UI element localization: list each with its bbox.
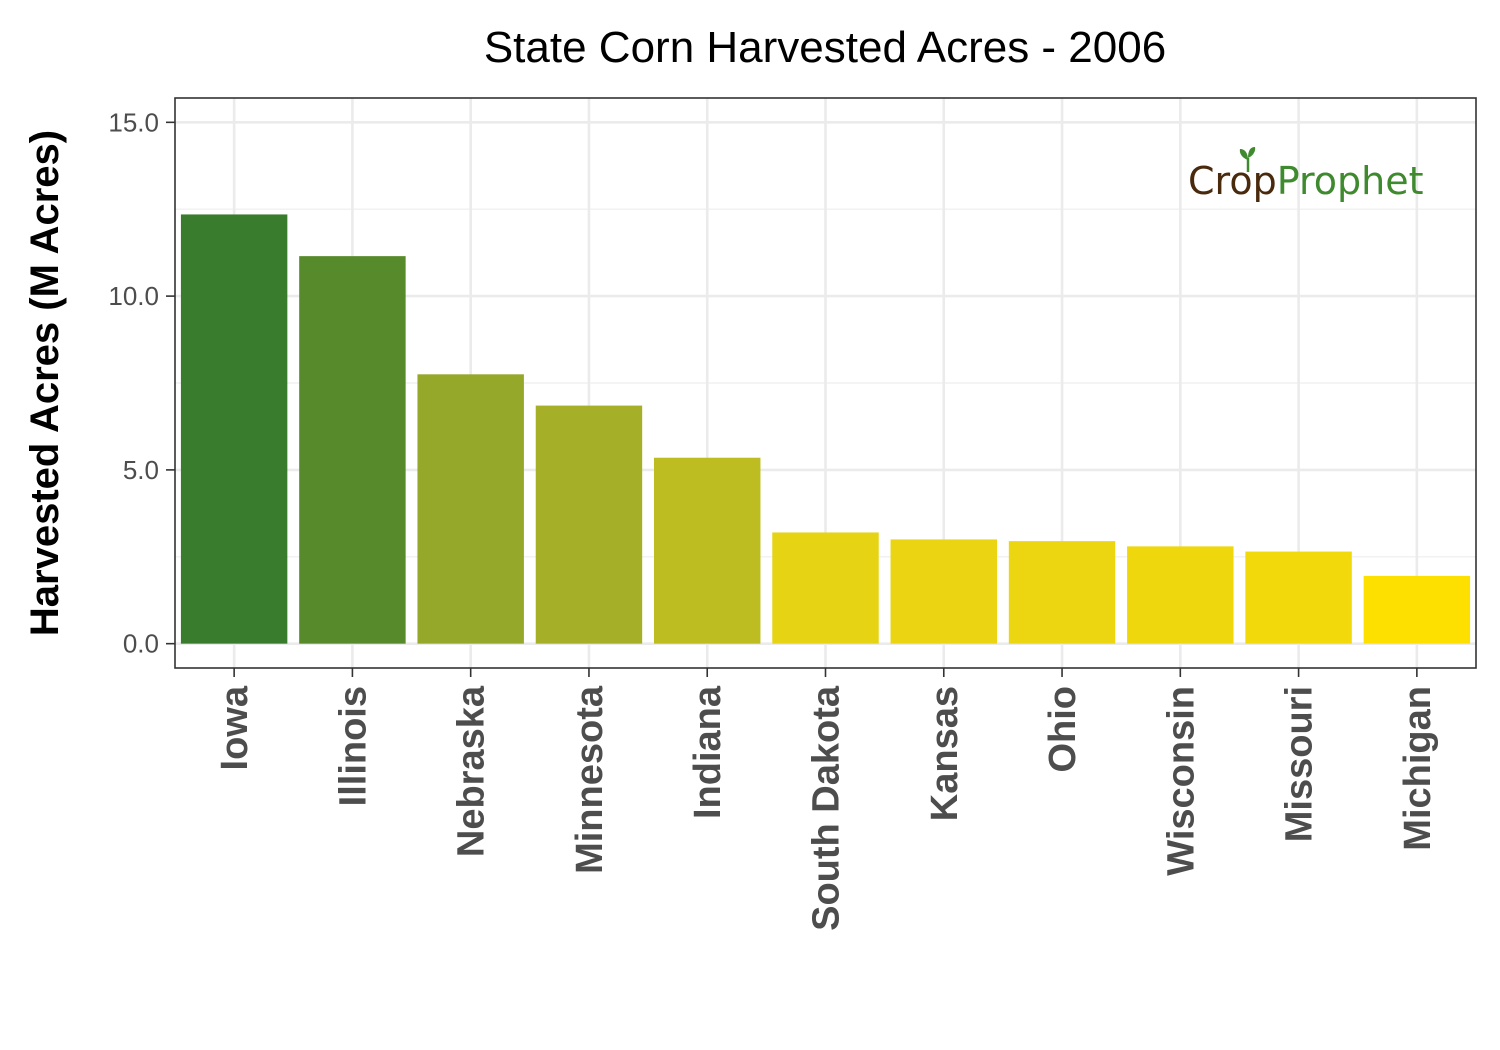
- y-tick-label: 15.0: [108, 107, 159, 137]
- x-tick-label: Minnesota: [569, 685, 611, 874]
- x-tick-label: Wisconsin: [1160, 686, 1202, 876]
- logo-wordmark: CropProphet: [1188, 159, 1423, 203]
- y-tick-label: 0.0: [123, 629, 159, 659]
- x-tick-label: Ohio: [1042, 686, 1084, 773]
- bar-minnesota: [535, 405, 643, 644]
- bar-michigan: [1363, 575, 1471, 644]
- bar-indiana: [654, 457, 761, 644]
- x-tick-label: Illinois: [332, 686, 374, 806]
- logo-text-crop: Cr: [1188, 159, 1231, 203]
- bar-missouri: [1245, 551, 1352, 644]
- x-tick-label: Nebraska: [451, 685, 493, 857]
- x-tick-label: Michigan: [1397, 686, 1439, 851]
- x-tick-label: Kansas: [924, 686, 966, 821]
- plot-panel: [174, 97, 1477, 669]
- x-tick-label: Missouri: [1279, 686, 1321, 842]
- bar-south-dakota: [772, 532, 879, 644]
- cropprophet-logo: CropProphet: [1188, 147, 1423, 203]
- y-tick-label: 5.0: [123, 455, 159, 485]
- y-axis: 0.0 5.0 10.0 15.0: [108, 107, 175, 659]
- y-tick-label: 10.0: [108, 281, 159, 311]
- sprout-icon: [1239, 147, 1256, 172]
- bar-wisconsin: [1127, 546, 1234, 644]
- bar-illinois: [299, 256, 406, 644]
- bar-kansas: [890, 539, 997, 644]
- y-axis-title: Harvested Acres (M Acres): [23, 130, 67, 636]
- x-axis: Iowa Illinois Nebraska Minnesota Indiana Sout…: [214, 668, 1439, 931]
- x-tick-label: Iowa: [214, 685, 256, 770]
- chart-title: State Corn Harvested Acres - 2006: [484, 23, 1166, 72]
- logo-text-prophet: Prophet: [1277, 159, 1424, 203]
- bars: [180, 214, 1471, 644]
- bar-nebraska: [417, 374, 524, 644]
- bar-iowa: [180, 214, 288, 644]
- x-tick-label: Indiana: [687, 685, 729, 819]
- bar-ohio: [1008, 541, 1116, 644]
- x-tick-label: South Dakota: [806, 685, 848, 931]
- logo-text-p: p: [1253, 159, 1277, 203]
